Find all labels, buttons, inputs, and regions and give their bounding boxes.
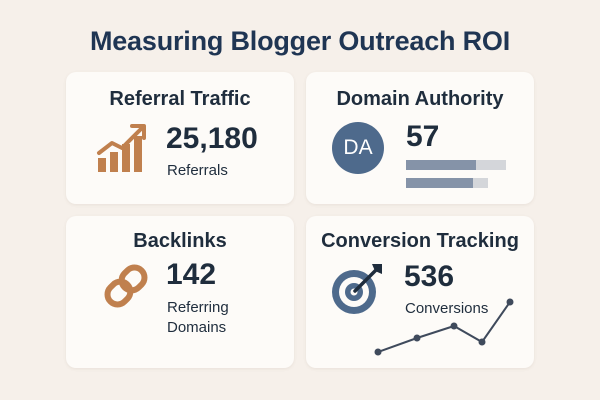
target-arrow-icon (332, 264, 382, 314)
card-title-referral-traffic: Referral Traffic (109, 88, 251, 110)
da-bar-1-fill (406, 160, 476, 170)
card-title-domain-authority: Domain Authority (336, 88, 504, 110)
backlinks-label-line1: Referring (167, 299, 229, 316)
card-referral-traffic: Referral Traffic 25,180 Referrals (66, 72, 294, 204)
referral-count: 25,180 (166, 122, 258, 155)
conversion-trend-line (374, 298, 514, 356)
chain-link-icon (104, 264, 148, 308)
conversions-count: 536 (404, 260, 455, 293)
da-bar-2 (406, 178, 488, 188)
card-domain-authority: Domain Authority DA 57 (306, 72, 534, 204)
card-backlinks: Backlinks 142 Referring Domains (66, 216, 294, 368)
da-bar-2-fill (406, 178, 474, 188)
card-conversion-tracking: Conversion Tracking 536 Conversions (306, 216, 534, 368)
da-bar-1 (406, 160, 506, 170)
bar-chart-trend-up-icon (97, 124, 146, 172)
backlinks-label-line2: Domains (167, 319, 227, 336)
referral-label: Referrals (167, 162, 228, 179)
card-title-conversion-tracking: Conversion Tracking (321, 230, 519, 252)
page-title: Measuring Blogger Outreach ROI (89, 26, 511, 56)
conversions-label: Conversions (405, 300, 489, 317)
card-title-backlinks: Backlinks (133, 230, 227, 252)
domain-authority-score: 57 (406, 120, 440, 153)
da-badge: DA (332, 122, 384, 174)
backlinks-count: 142 (166, 258, 217, 291)
